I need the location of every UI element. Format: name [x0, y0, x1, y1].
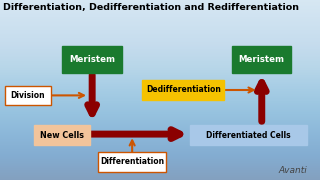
Text: Differentiation: Differentiation — [100, 158, 164, 166]
Text: New Cells: New Cells — [40, 130, 84, 140]
Text: Differentiation, Dedifferentiation and Redifferentiation: Differentiation, Dedifferentiation and R… — [3, 3, 299, 12]
Text: Meristem: Meristem — [69, 55, 115, 64]
FancyBboxPatch shape — [232, 46, 291, 73]
Text: Dedifferentiation: Dedifferentiation — [146, 86, 220, 94]
FancyBboxPatch shape — [142, 80, 224, 100]
FancyBboxPatch shape — [62, 46, 122, 73]
FancyBboxPatch shape — [34, 125, 90, 145]
Text: Division: Division — [11, 91, 45, 100]
FancyBboxPatch shape — [190, 125, 307, 145]
Text: Meristem: Meristem — [239, 55, 284, 64]
FancyBboxPatch shape — [5, 86, 51, 105]
FancyBboxPatch shape — [98, 152, 166, 172]
Text: Avanti: Avanti — [278, 166, 307, 175]
Text: Differentiated Cells: Differentiated Cells — [206, 130, 291, 140]
